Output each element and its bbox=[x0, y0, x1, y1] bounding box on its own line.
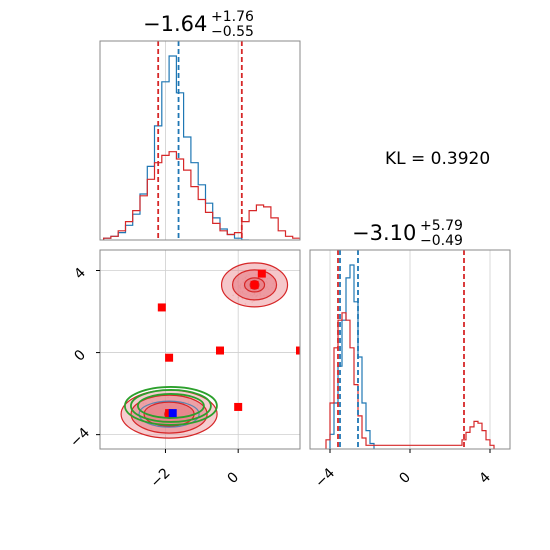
kl-divergence-label: KL = 0.3920 bbox=[385, 149, 490, 169]
blue-square-marker bbox=[168, 409, 177, 418]
x-tick-label-param2: 0 bbox=[396, 469, 414, 487]
y-param-title-main: −3.10 bbox=[352, 221, 416, 245]
marginal-hist-param1 bbox=[99, 40, 301, 241]
y-tick-label-param2: 0 bbox=[71, 347, 89, 365]
sample-point bbox=[237, 296, 240, 299]
x-param-title-main: −1.64 bbox=[143, 12, 207, 36]
sample-point bbox=[241, 298, 244, 300]
x-param-title-sub: −0.55 bbox=[211, 24, 254, 40]
sample-point bbox=[269, 268, 272, 271]
red-square-marker-4 bbox=[234, 402, 243, 411]
top-plot-area bbox=[102, 41, 300, 240]
x-tick-label-param2: 4 bbox=[476, 469, 494, 487]
blue-contour bbox=[138, 400, 200, 428]
red-square-marker-0 bbox=[157, 303, 166, 312]
y-param-title-sup: +5.79 bbox=[420, 218, 463, 234]
sample-point bbox=[244, 303, 247, 305]
x-param-title-sup: +1.76 bbox=[211, 9, 254, 25]
hist-blue-series bbox=[329, 264, 375, 449]
x-tick-label-param1: −2 bbox=[148, 465, 174, 491]
green-ellipse-0 bbox=[124, 386, 218, 426]
red-square-marker-5 bbox=[257, 269, 266, 278]
y-tick-label-param2: −4 bbox=[67, 425, 93, 451]
hist-red-series bbox=[102, 151, 300, 240]
sample-point bbox=[265, 268, 268, 271]
sample-point bbox=[251, 301, 253, 303]
red-square-marker-6 bbox=[250, 280, 259, 289]
sample-point bbox=[232, 294, 234, 297]
joint-plot-area bbox=[100, 250, 300, 449]
red-square-marker-1 bbox=[165, 353, 174, 362]
x-tick-label-param1: 0 bbox=[225, 469, 243, 487]
green-ellipse-1 bbox=[130, 389, 212, 423]
joint-panel-frame bbox=[99, 249, 301, 450]
red-square-marker-2 bbox=[216, 346, 224, 355]
x-tick-label-param2: −4 bbox=[312, 465, 338, 491]
right-plot-area bbox=[325, 250, 495, 449]
y-param-title: −3.10 +5.79 −0.49 bbox=[352, 218, 463, 249]
green-ellipse-2 bbox=[137, 393, 205, 419]
top-panel-frame bbox=[99, 40, 301, 241]
marginal-hist-param2: −4 0 4 bbox=[309, 249, 511, 491]
red-square-marker-3 bbox=[296, 346, 300, 355]
y-tick-label-param2: 4 bbox=[71, 265, 89, 283]
hist-blue-series bbox=[102, 55, 250, 240]
x-param-title: −1.64 +1.76 −0.55 bbox=[143, 9, 254, 40]
y-param-title-sub: −0.49 bbox=[420, 233, 463, 249]
joint-scatter-panel: −2 0 −4 0 4 bbox=[67, 249, 301, 491]
